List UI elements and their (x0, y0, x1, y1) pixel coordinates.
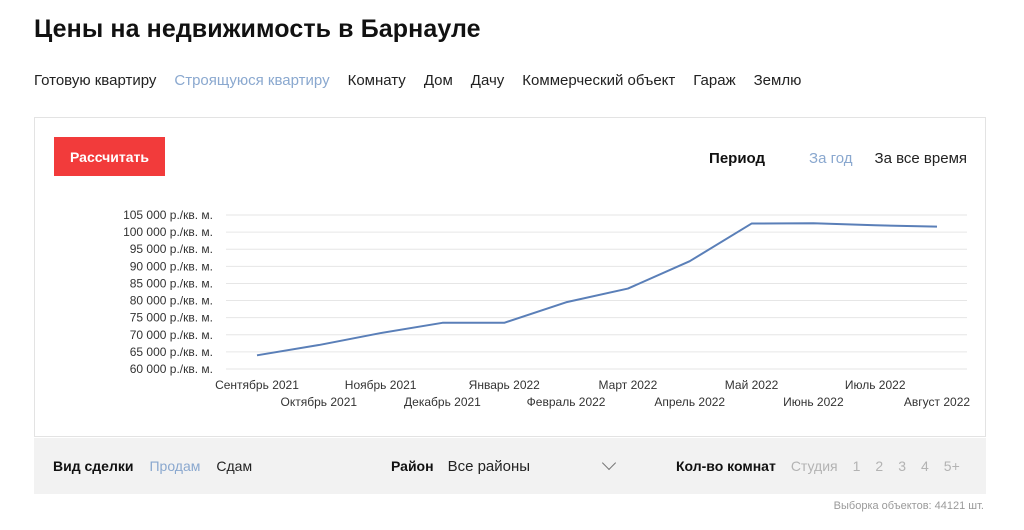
x-tick-label: Январь 2022 (469, 378, 540, 392)
tab-house[interactable]: Дом (423, 72, 453, 89)
rooms-5plus-option[interactable]: 5+ (943, 458, 960, 474)
x-tick-label: Ноябрь 2021 (345, 378, 417, 392)
y-tick-label: 85 000 р./кв. м. (130, 276, 213, 290)
deal-sell-option[interactable]: Продам (149, 458, 201, 474)
price-line-chart: 60 000 р./кв. м. 65 000 р./кв. м. 70 000 р… (123, 208, 970, 409)
x-tick-label: Февраль 2022 (527, 395, 606, 409)
tab-commercial[interactable]: Коммерческий объект (522, 72, 676, 89)
x-tick-label: Апрель 2022 (654, 395, 725, 409)
filter-bar: Вид сделки Продам Сдам Район Все районы … (34, 438, 986, 494)
y-tick-label: 80 000 р./кв. м. (130, 294, 213, 308)
y-tick-label: 70 000 р./кв. м. (130, 328, 213, 342)
deal-type-label: Вид сделки (53, 458, 134, 474)
deal-type-filter: Вид сделки Продам Сдам (53, 458, 252, 474)
period-selector: Период За год За все время (709, 150, 967, 167)
district-select[interactable]: Все районы (447, 455, 618, 475)
x-tick-label: Июль 2022 (845, 378, 906, 392)
district-value: Все районы (447, 457, 531, 475)
y-tick-label: 100 000 р./кв. м. (123, 225, 213, 239)
tab-land[interactable]: Землю (753, 72, 802, 89)
rooms-4-option[interactable]: 4 (921, 458, 929, 474)
objects-count: Выборка объектов: 44121 шт. (833, 500, 984, 512)
x-tick-label: Июнь 2022 (783, 395, 844, 409)
x-tick-label: Март 2022 (599, 378, 658, 392)
district-filter: Район Все районы (391, 455, 618, 475)
price-series-line (256, 222, 938, 357)
rooms-3-option[interactable]: 3 (898, 458, 906, 474)
rooms-label: Кол-во комнат (676, 458, 776, 474)
period-label: Период (709, 150, 766, 167)
x-tick-label: Октябрь 2021 (281, 395, 358, 409)
chart-card: Рассчитать Период За год За все время 60… (34, 117, 986, 437)
calculate-button[interactable]: Рассчитать (54, 137, 165, 176)
chevron-down-icon (601, 455, 616, 471)
rooms-1-option[interactable]: 1 (852, 458, 861, 474)
district-label: Район (391, 458, 434, 474)
period-year[interactable]: За год (809, 150, 853, 167)
rooms-studio-option[interactable]: Студия (790, 458, 838, 474)
tab-room[interactable]: Комнату (347, 72, 406, 89)
rooms-filter: Кол-во комнат Студия 1 2 3 4 5+ (676, 458, 960, 474)
y-tick-label: 95 000 р./кв. м. (130, 242, 213, 256)
property-type-tabs: Готовую квартиру Строящуюся квартиру Ком… (34, 72, 819, 89)
period-all-time[interactable]: За все время (874, 150, 967, 167)
deal-rent-option[interactable]: Сдам (216, 458, 253, 474)
y-tick-label: 90 000 р./кв. м. (130, 259, 213, 273)
x-tick-label: Август 2022 (904, 395, 970, 409)
tab-new-apartment[interactable]: Строящуюся квартиру (174, 72, 330, 89)
tab-ready-apartment[interactable]: Готовую квартиру (34, 72, 157, 89)
x-tick-label: Май 2022 (725, 378, 779, 392)
y-tick-label: 75 000 р./кв. м. (130, 311, 213, 325)
x-tick-label: Сентябрь 2021 (215, 378, 299, 392)
y-tick-label: 105 000 р./кв. м. (123, 208, 213, 222)
tab-garage[interactable]: Гараж (693, 72, 736, 89)
x-tick-label: Декабрь 2021 (404, 395, 481, 409)
rooms-2-option[interactable]: 2 (875, 458, 884, 474)
page-title: Цены на недвижимость в Барнауле (34, 15, 481, 43)
y-tick-label: 65 000 р./кв. м. (130, 345, 213, 359)
tab-dacha[interactable]: Дачу (470, 72, 505, 89)
y-tick-label: 60 000 р./кв. м. (130, 362, 213, 376)
